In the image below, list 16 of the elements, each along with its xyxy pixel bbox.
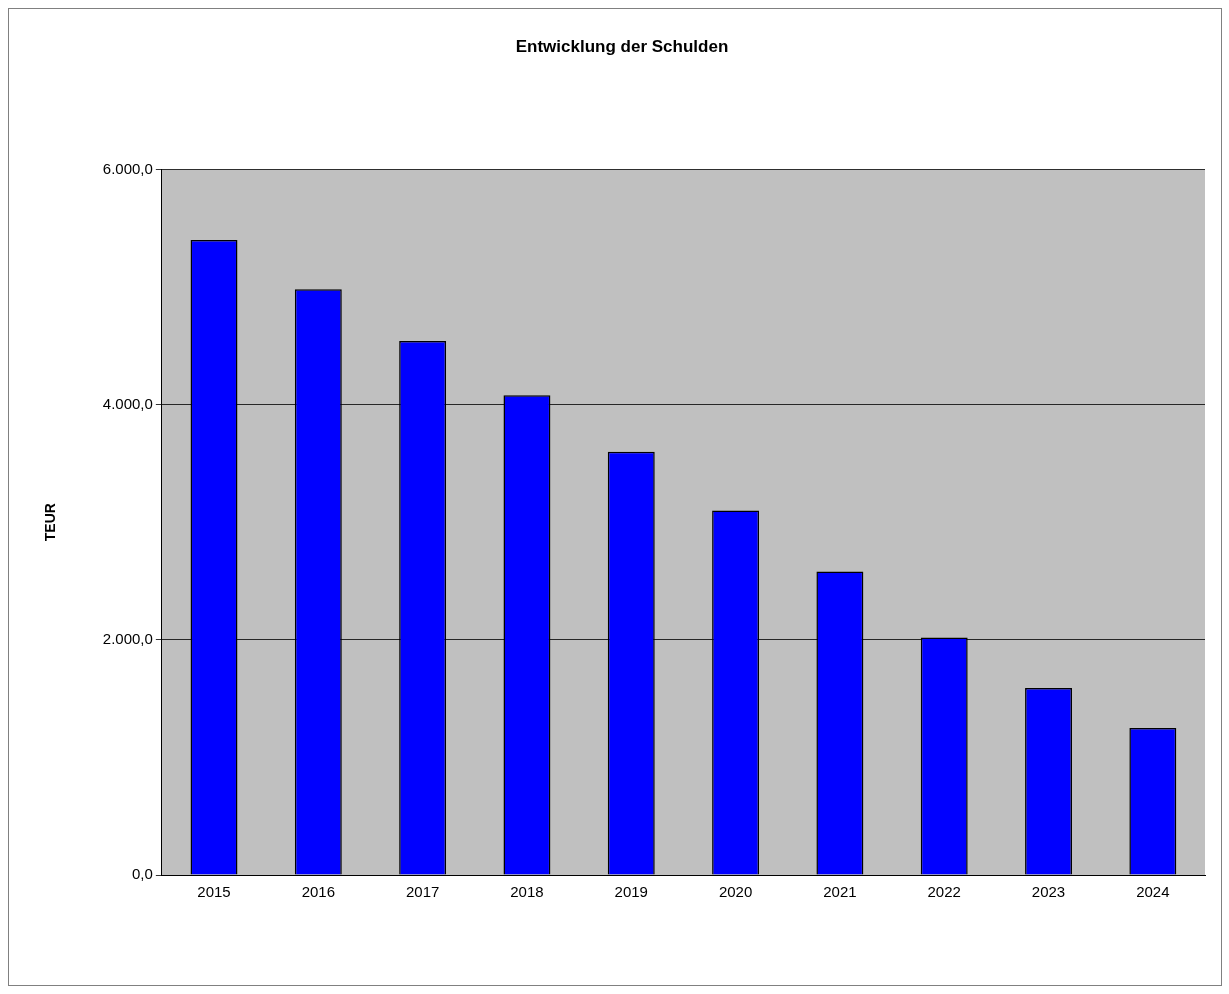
x-tick-label: 2022 bbox=[927, 883, 961, 901]
x-tick-label: 2024 bbox=[1136, 883, 1170, 901]
x-tick-label: 2016 bbox=[301, 883, 336, 901]
x-tick-label: 2018 bbox=[510, 883, 544, 901]
x-tick-label: 2017 bbox=[405, 883, 440, 901]
y-tick-label: 6.000,0 bbox=[102, 159, 153, 177]
y-tick-label: 4.000,0 bbox=[102, 394, 153, 412]
x-tick-label: 2015 bbox=[197, 883, 231, 901]
x-tick-label: 2020 bbox=[718, 883, 753, 901]
y-tick-label: 2.000,0 bbox=[102, 629, 153, 647]
y-axis-title: TEUR bbox=[42, 503, 59, 542]
chart-title: Entwicklung der Schulden bbox=[515, 36, 729, 56]
y-tick-label: 0,0 bbox=[131, 865, 153, 883]
x-tick-label: 2019 bbox=[614, 883, 648, 901]
x-tick-label: 2021 bbox=[823, 883, 857, 901]
x-tick-label: 2023 bbox=[1031, 883, 1066, 901]
